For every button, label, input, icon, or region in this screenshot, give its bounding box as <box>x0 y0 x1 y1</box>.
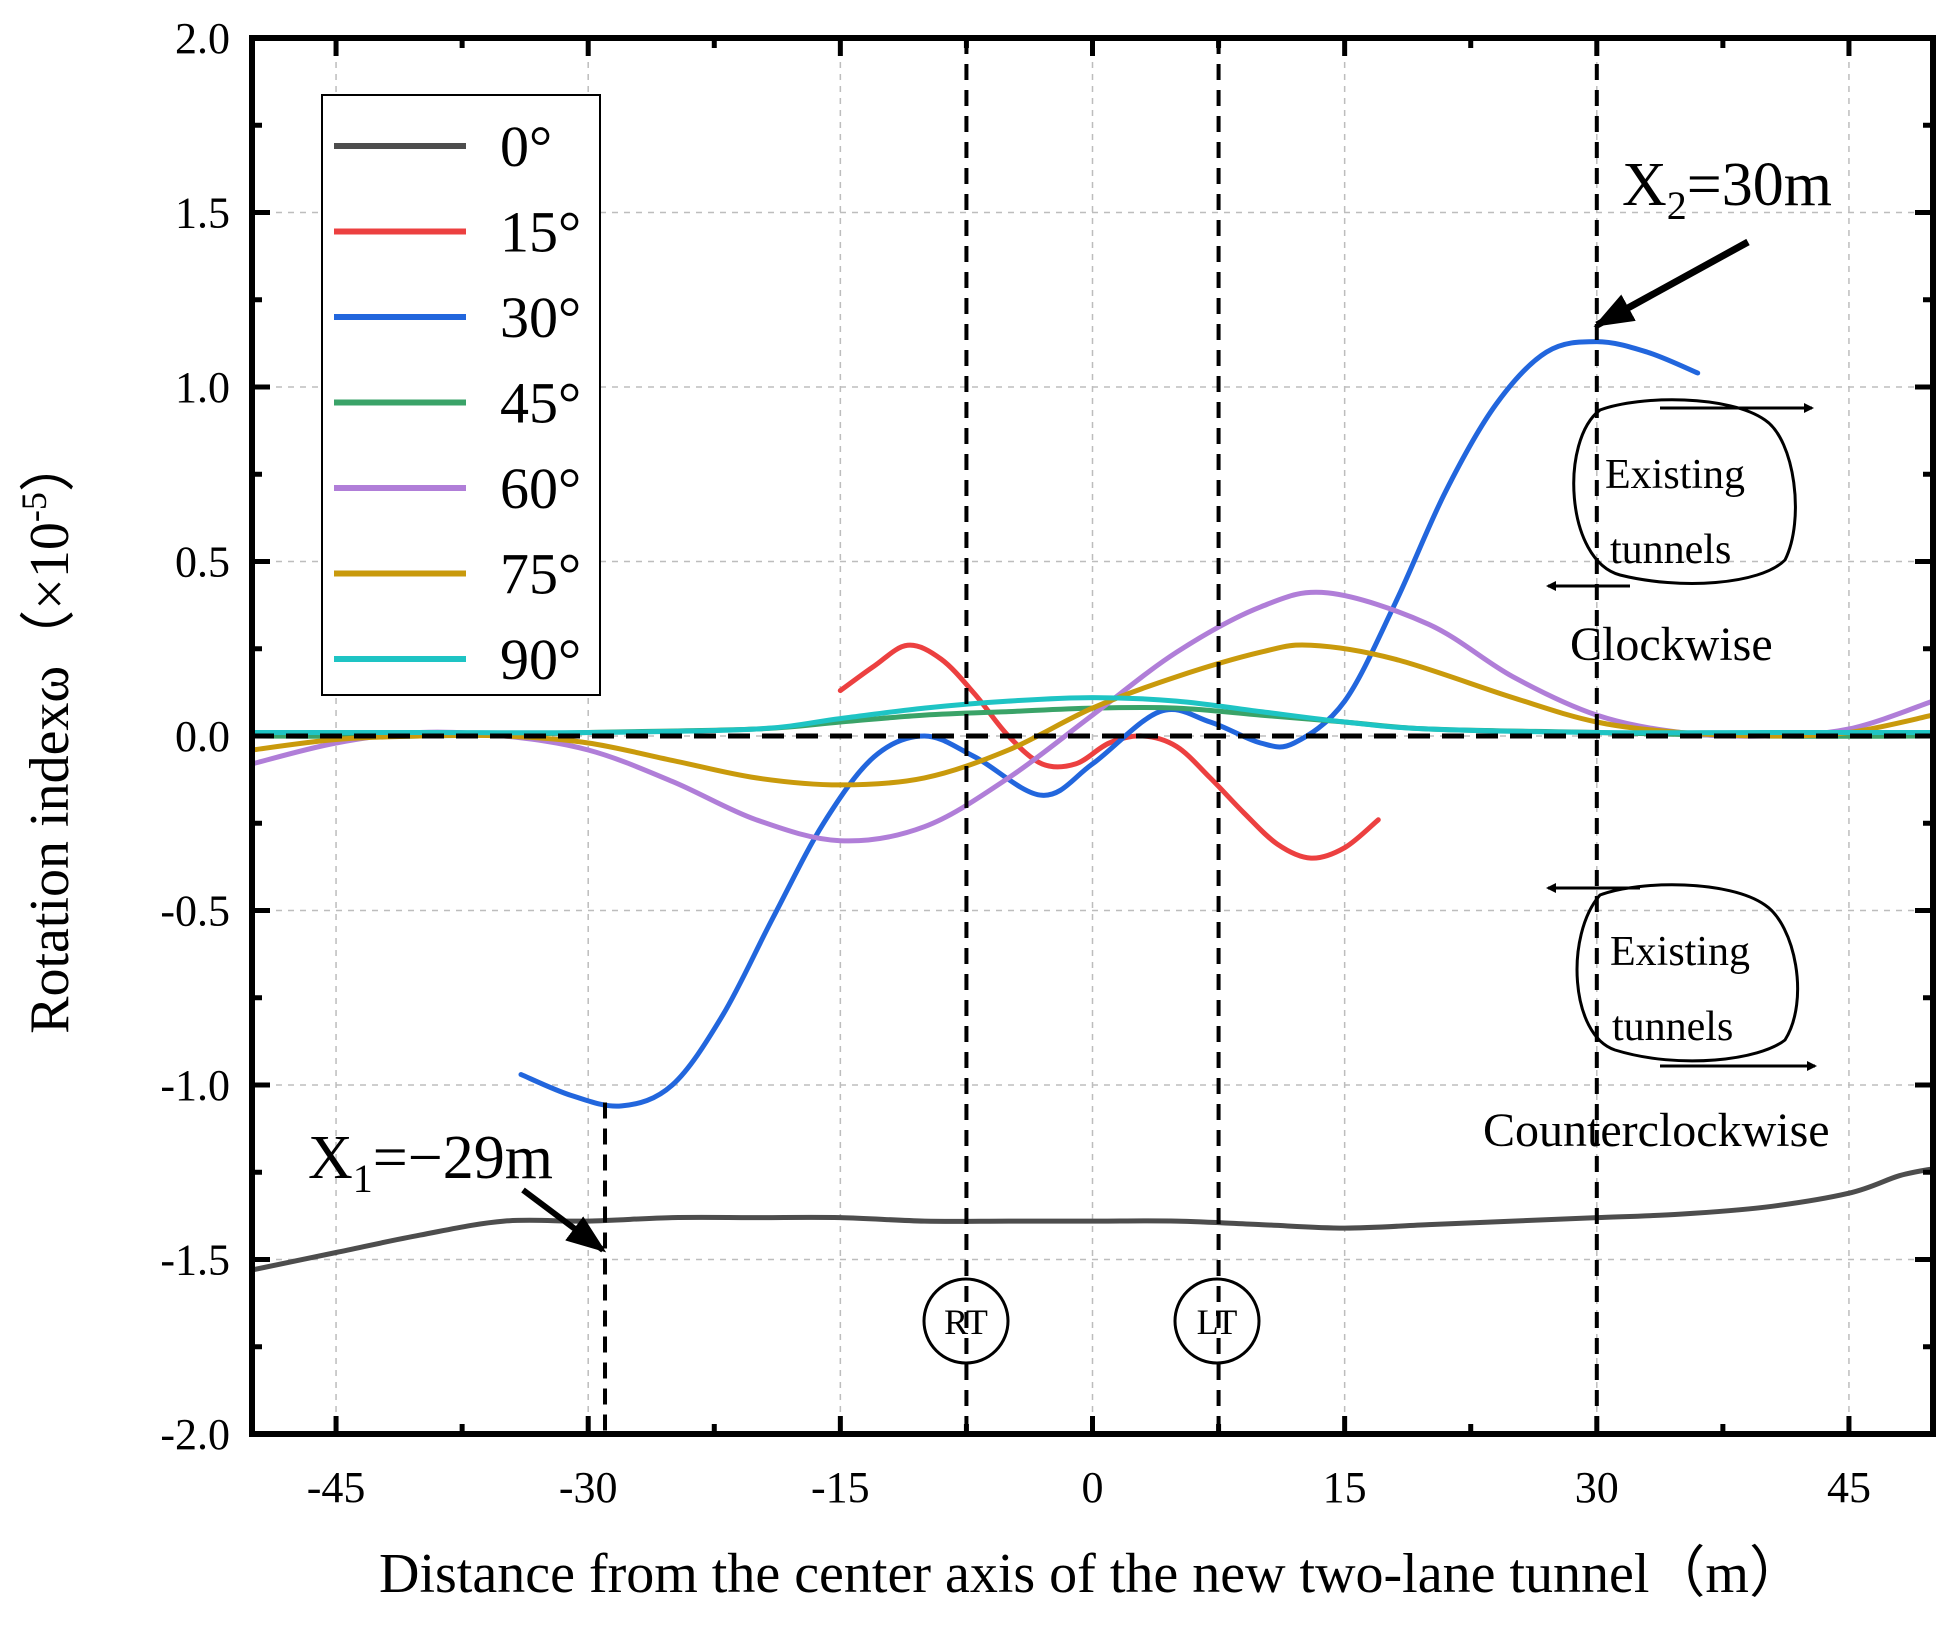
series-group <box>252 339 1933 1273</box>
legend-label-4: 60° <box>500 456 581 521</box>
existing-tunnels-top-line1: Existing <box>1605 452 1745 498</box>
existing-tunnels-bottom-line1: Existing <box>1610 929 1750 975</box>
legend-label-6: 90° <box>500 627 581 692</box>
clockwise-tunnel-shape <box>1572 398 1797 585</box>
legend-label-0: 0° <box>500 114 552 179</box>
x2-label-main: X <box>1622 151 1667 219</box>
x-tick-label-4: 15 <box>1323 1463 1367 1512</box>
y-tick-label-0: -2.0 <box>160 1410 230 1459</box>
x-axis-title: Distance from the center axis of the new… <box>379 1543 1805 1605</box>
x2-arrow <box>1593 238 1750 329</box>
legend-label-3: 45° <box>500 371 581 436</box>
x1-label-sub: 1 <box>353 1156 373 1201</box>
x2-label: X2=30m <box>1622 151 1832 228</box>
series-line-0 <box>252 1166 1933 1273</box>
existing-tunnels-top-line2: tunnels <box>1610 527 1731 573</box>
y-tick-label-1: -1.5 <box>160 1236 230 1285</box>
y-tick-label-8: 2.0 <box>175 14 230 63</box>
x-tick-label-1: -30 <box>559 1463 618 1512</box>
y-tick-label-3: -0.5 <box>160 887 230 936</box>
legend-label-2: 30° <box>500 285 581 350</box>
y-axis-title-main: Rotation indexω（×10 <box>19 522 81 1034</box>
legend-label-5: 75° <box>500 542 581 607</box>
y-tick-label-7: 1.5 <box>175 189 230 238</box>
x-tick-label-3: 0 <box>1082 1463 1104 1512</box>
x1-label-rest: =−29m <box>373 1124 553 1192</box>
legend-box <box>321 94 601 696</box>
legend: 0° 15° 30° 45° 60° 75° 90° <box>321 94 601 696</box>
x-tick-label-0: -45 <box>307 1463 366 1512</box>
x2-label-rest: =30m <box>1687 151 1832 219</box>
series-line-6 <box>252 695 1933 736</box>
axis-ticks: -2.0 -1.5 -1.0 -0.5 0.0 0.5 1.0 1.5 2.0 -45 -30 -15… <box>160 14 1933 1512</box>
legend-label-1: 15° <box>500 200 581 265</box>
y-axis-title-exponent: -5 <box>14 492 54 522</box>
x1-label: X1=−29m <box>308 1124 553 1201</box>
x-tick-label-6: 45 <box>1827 1463 1871 1512</box>
series-line-1 <box>837 642 1381 861</box>
counterclockwise-label: Counterclockwise <box>1483 1104 1830 1157</box>
x-tick-label-5: 30 <box>1575 1463 1619 1512</box>
existing-tunnels-bottom-line2: tunnels <box>1612 1004 1733 1050</box>
x1-arrow <box>521 1187 607 1253</box>
y-tick-label-2: -1.0 <box>160 1061 230 1110</box>
x-tick-label-2: -15 <box>811 1463 870 1512</box>
reference-lines <box>252 38 1933 1434</box>
y-axis-title-close: ） <box>19 436 81 492</box>
series-line-2 <box>518 339 1701 1109</box>
counterclockwise-tunnel-shape <box>1575 883 1800 1063</box>
y-axis-title: Rotation indexω（×10-5） <box>14 436 81 1034</box>
y-tick-label-6: 1.0 <box>175 363 230 412</box>
x2-label-sub: 2 <box>1667 183 1687 228</box>
y-tick-label-4: 0.0 <box>175 712 230 761</box>
y-tick-label-5: 0.5 <box>175 538 230 587</box>
clockwise-label: Clockwise <box>1570 618 1773 671</box>
x1-label-main: X <box>308 1124 353 1192</box>
svg-text:Rotation indexω（×10-5）: Rotation indexω（×10-5） <box>14 436 81 1034</box>
annotations: X2=30m X1=−29m RT LT Existing tunnels Cl… <box>308 151 1832 1365</box>
